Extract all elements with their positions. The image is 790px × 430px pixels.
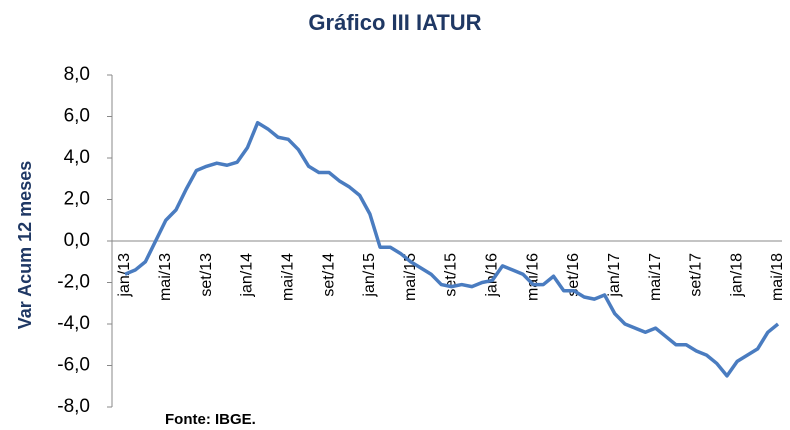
y-tick-label: -6,0	[57, 355, 90, 376]
y-tick-label: -8,0	[57, 396, 90, 417]
x-tick-label: mai/14	[279, 253, 296, 301]
y-tick-label: 4,0	[64, 147, 90, 168]
x-tick-label: jan/17	[606, 253, 623, 298]
y-tick-label: 0,0	[64, 230, 90, 251]
x-tick-label: jan/15	[361, 253, 378, 298]
x-tick-label: mai/13	[157, 253, 174, 301]
y-tick-label: -4,0	[57, 313, 90, 334]
x-tick-label: mai/18	[769, 253, 786, 301]
y-axis-label: Var Acum 12 meses	[15, 161, 35, 329]
chart-title: Gráfico III IATUR	[308, 10, 481, 35]
y-tick-label: 2,0	[64, 189, 90, 210]
x-tick-label: set/15	[443, 253, 460, 297]
x-tick-label: set/16	[565, 253, 582, 297]
x-tick-label: mai/16	[524, 253, 541, 301]
x-tick-label: mai/17	[647, 253, 664, 301]
x-tick-label: set/17	[688, 253, 705, 297]
x-tick-label: jan/14	[239, 253, 256, 298]
x-tick-label: set/14	[320, 253, 337, 297]
y-tick-label: 8,0	[64, 64, 90, 85]
x-tick-label: jan/13	[116, 253, 133, 298]
x-tick-label: set/13	[198, 253, 215, 297]
x-tick-label: jan/16	[484, 253, 501, 298]
y-tick-label: -2,0	[57, 272, 90, 293]
source: Fonte: IBGE.	[165, 411, 256, 428]
data-line	[124, 120, 780, 378]
x-tick-label: jan/18	[728, 253, 745, 298]
y-tick-label: 6,0	[64, 106, 90, 127]
